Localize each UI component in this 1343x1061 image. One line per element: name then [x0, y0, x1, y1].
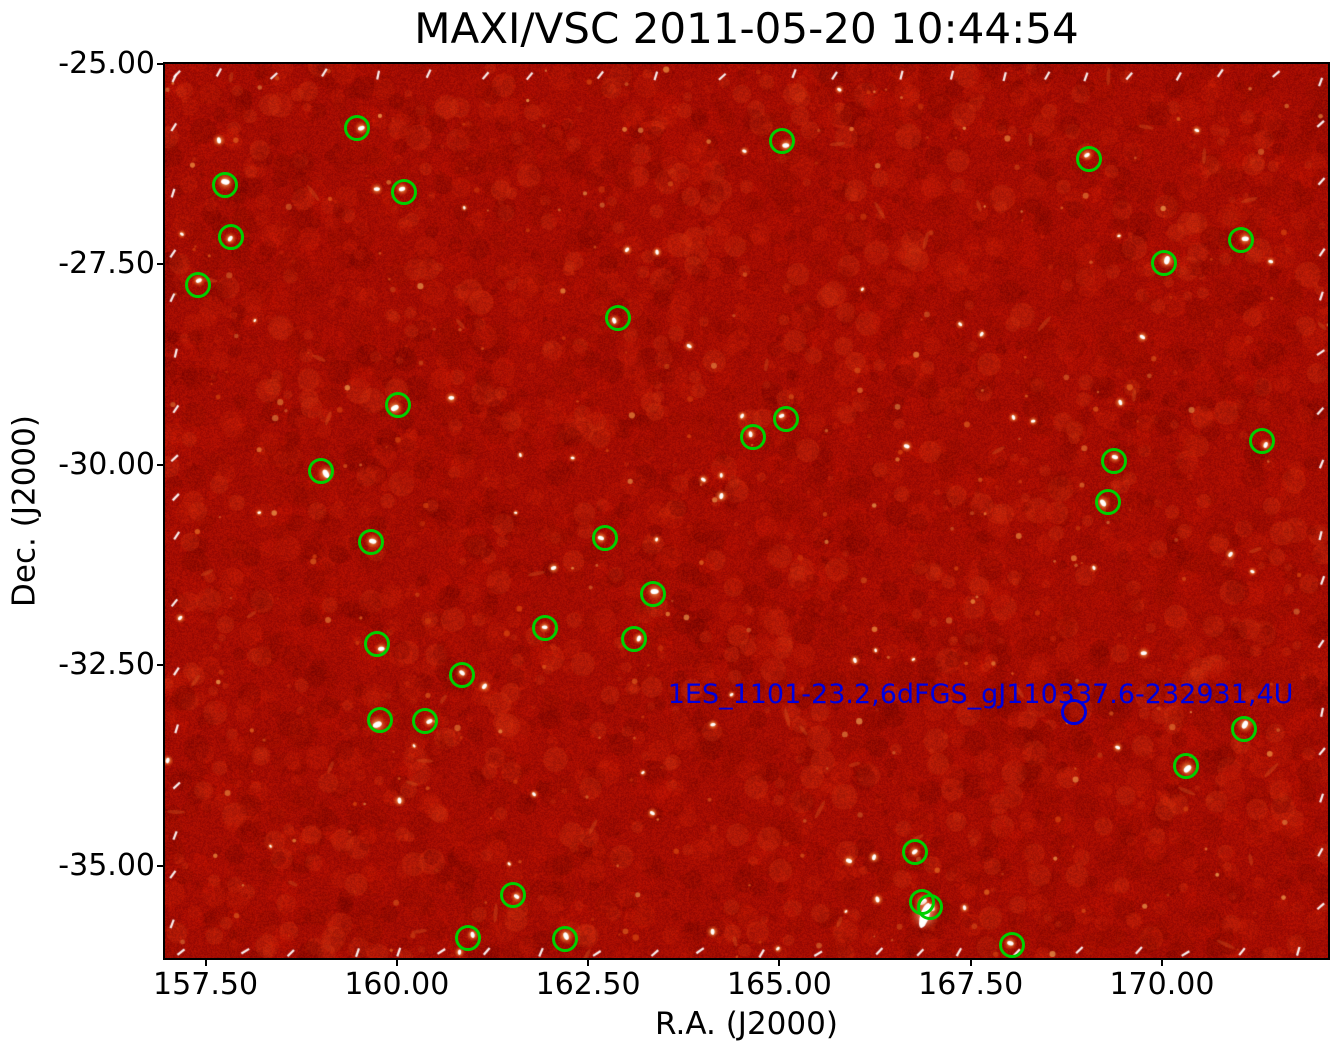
detected-source-circle [367, 706, 393, 733]
detected-source-circle [552, 925, 579, 952]
y-tick-label: -27.50 [58, 246, 155, 282]
detected-source-circle [739, 423, 766, 450]
sky-image-canvas [165, 64, 1328, 958]
source-annotation-label: 1ES_1101-23.2,6dFGS_gJ110337.6-232931,4U [667, 679, 1294, 710]
detected-source-circle [591, 524, 618, 551]
detected-source-circle [217, 224, 244, 251]
detected-source-circle [1249, 427, 1276, 454]
detected-source-circle [773, 406, 800, 433]
x-tick-mark [395, 960, 398, 966]
detected-source-circle [1151, 249, 1178, 276]
plot-frame [163, 62, 1330, 960]
y-tick-label: -35.00 [58, 847, 155, 883]
detected-source-circle [1227, 226, 1254, 253]
detected-source-circle [184, 272, 211, 299]
detected-source-circle [357, 528, 384, 555]
detected-source-circle [917, 893, 944, 920]
plot-overlay [165, 64, 1328, 958]
x-axis-label: R.A. (J2000) [655, 1006, 838, 1042]
x-tick-label: 167.50 [918, 967, 1024, 1002]
detected-source-circle [500, 881, 527, 908]
detected-source-circle [363, 631, 390, 658]
y-axis-label: Dec. (J2000) [6, 415, 43, 607]
y-tick-mark [157, 63, 163, 65]
detected-source-circle [531, 614, 558, 641]
detected-source-circle [308, 457, 335, 484]
y-tick-label: -30.00 [58, 446, 155, 482]
detected-source-circle [604, 305, 631, 332]
detected-source-circle [640, 580, 667, 607]
detected-source-circle [344, 115, 371, 142]
x-tick-mark [1160, 960, 1163, 966]
detected-source-circle [1172, 752, 1199, 779]
detected-source-circle [1100, 447, 1127, 474]
detected-source-circle [412, 708, 439, 735]
detected-source-circle [1230, 716, 1257, 743]
detected-source-circle [384, 391, 411, 418]
y-tick-mark [157, 864, 163, 867]
x-tick-mark [969, 960, 972, 966]
detected-source-circle [211, 172, 238, 199]
detected-source-circle [999, 932, 1025, 958]
y-tick-mark [157, 263, 163, 266]
detected-source-circle [454, 924, 481, 951]
labeled-source-circle [1060, 698, 1087, 725]
y-tick-label: -25.00 [58, 46, 155, 81]
figure-title: MAXI/VSC 2011-05-20 10:44:54 [414, 4, 1079, 53]
x-tick-label: 170.00 [1109, 967, 1215, 1002]
detected-source-circle [1076, 145, 1103, 172]
detected-source-circle [391, 179, 418, 206]
y-tick-label: -32.50 [58, 647, 155, 683]
y-tick-mark [157, 463, 163, 466]
y-tick-mark [157, 664, 163, 667]
detected-source-circle [768, 127, 795, 154]
x-tick-mark [204, 960, 207, 966]
detected-source-circle [901, 839, 928, 866]
detected-source-circle [621, 625, 648, 652]
x-tick-mark [778, 960, 781, 966]
detected-source-circle [448, 661, 475, 688]
x-tick-mark [587, 960, 590, 966]
x-tick-label: 160.00 [344, 967, 450, 1002]
detected-source-circle [1094, 488, 1121, 515]
x-tick-label: 162.50 [535, 967, 641, 1002]
x-tick-label: 165.00 [726, 967, 832, 1002]
x-tick-label: 157.50 [153, 967, 259, 1002]
